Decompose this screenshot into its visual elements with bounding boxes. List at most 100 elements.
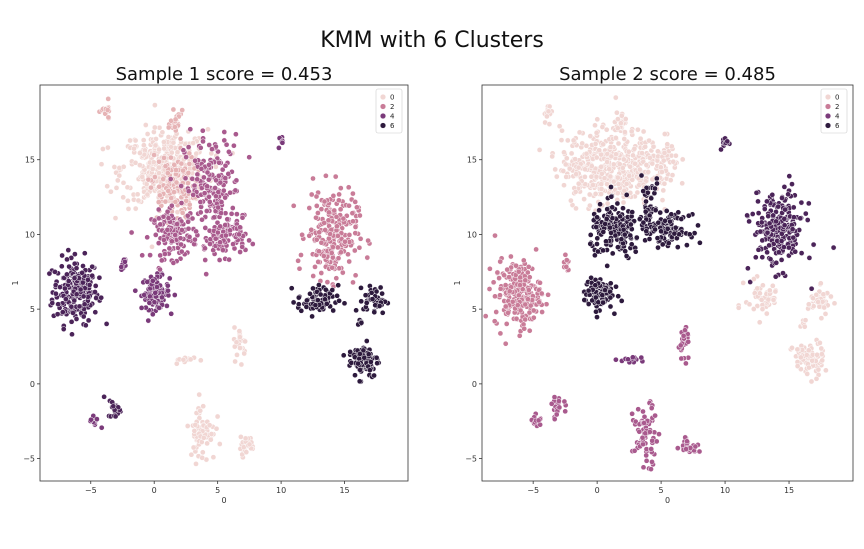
data-point <box>82 322 89 329</box>
data-point <box>334 223 340 230</box>
data-point <box>816 303 823 310</box>
data-point <box>764 249 770 256</box>
data-point <box>215 189 222 195</box>
data-point <box>663 208 670 214</box>
data-point <box>563 155 570 162</box>
data-point <box>759 306 766 312</box>
data-point <box>357 212 363 219</box>
data-point <box>659 169 665 175</box>
data-point <box>242 435 249 442</box>
legend-marker <box>380 112 387 119</box>
data-point <box>805 301 812 308</box>
data-point <box>350 279 356 286</box>
data-point <box>314 297 321 303</box>
data-point <box>535 417 542 424</box>
data-point <box>232 358 238 365</box>
data-point <box>822 311 829 317</box>
data-point <box>781 222 788 229</box>
data-point <box>750 306 757 312</box>
data-point <box>368 289 375 296</box>
data-point <box>622 116 629 122</box>
data-point <box>68 318 75 325</box>
data-point <box>335 282 342 289</box>
data-point <box>217 239 223 246</box>
data-point <box>177 135 184 142</box>
data-point <box>819 357 826 364</box>
data-point <box>165 188 172 194</box>
data-point <box>582 166 588 173</box>
data-point <box>185 188 192 195</box>
data-point <box>63 296 69 302</box>
data-point <box>576 129 583 136</box>
data-point <box>220 247 226 253</box>
data-point <box>496 275 502 281</box>
data-point <box>821 304 828 311</box>
data-point <box>526 327 533 334</box>
data-point <box>179 227 185 233</box>
data-point <box>190 444 197 451</box>
data-point <box>545 291 551 298</box>
data-point <box>295 294 302 301</box>
data-point <box>234 211 240 217</box>
data-point <box>769 282 776 289</box>
data-point <box>608 153 615 160</box>
data-point <box>365 351 372 358</box>
data-point <box>740 280 747 286</box>
data-point <box>118 264 125 270</box>
data-point <box>692 443 699 450</box>
data-point <box>337 185 344 191</box>
data-point <box>562 251 569 258</box>
data-point <box>754 285 761 292</box>
data-point <box>677 342 684 349</box>
data-point <box>33 270 38 275</box>
data-point <box>654 180 660 187</box>
data-point <box>614 190 621 197</box>
data-point <box>151 217 158 224</box>
data-point <box>647 154 653 161</box>
data-point <box>592 282 599 289</box>
data-point <box>635 126 641 133</box>
data-point <box>334 244 341 251</box>
data-point <box>190 192 197 198</box>
data-point <box>627 221 634 228</box>
data-point <box>609 215 616 222</box>
data-point <box>522 301 529 308</box>
data-point <box>586 191 593 198</box>
data-point <box>667 218 673 225</box>
data-point <box>765 296 772 303</box>
data-point <box>623 192 630 198</box>
data-point <box>138 305 145 311</box>
data-point <box>760 282 766 289</box>
data-point <box>494 269 501 276</box>
data-point <box>585 287 592 294</box>
data-point <box>643 228 650 235</box>
data-point <box>125 197 131 204</box>
data-point <box>617 213 623 220</box>
data-point <box>790 234 797 241</box>
data-point <box>137 162 143 168</box>
data-point <box>131 145 137 152</box>
data-point <box>598 191 604 197</box>
data-point <box>183 154 189 160</box>
data-point <box>216 159 222 166</box>
data-point <box>549 153 556 160</box>
data-point <box>88 416 94 423</box>
data-point <box>218 199 225 205</box>
data-point <box>766 220 773 227</box>
data-point <box>186 234 193 240</box>
data-point <box>755 246 762 253</box>
data-point <box>357 235 364 242</box>
data-point <box>758 296 765 303</box>
data-point <box>564 137 571 144</box>
data-point <box>168 195 175 201</box>
data-point <box>643 457 650 464</box>
data-point <box>566 165 573 172</box>
data-point <box>749 211 756 217</box>
data-point <box>612 94 619 101</box>
data-point <box>814 351 820 358</box>
panel-title: Sample 1 score = 0.453 <box>116 64 333 85</box>
data-point <box>770 212 777 219</box>
data-point <box>637 135 644 142</box>
data-point <box>553 173 560 180</box>
